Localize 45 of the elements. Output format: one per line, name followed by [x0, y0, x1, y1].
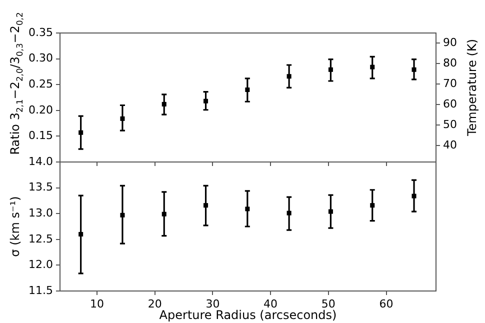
- y2-tick-label: 50: [443, 118, 457, 131]
- point: [370, 203, 375, 208]
- y2-tick-label: 90: [443, 36, 457, 50]
- x-axis-title: Aperture Radius (arcseconds): [159, 308, 337, 322]
- point: [204, 203, 208, 208]
- x-tick-label: 20: [148, 297, 162, 310]
- point: [120, 212, 125, 218]
- y2-axis-title: Temperature (K): [465, 38, 480, 138]
- y-tick-label: 12.5: [28, 232, 53, 246]
- y-axis-title: Ratio 32,1−22,0/30,3−20,2: [8, 12, 24, 155]
- y-tick-label: 0.15: [28, 129, 53, 142]
- x-tick-label: 40: [264, 297, 278, 310]
- point: [328, 67, 333, 72]
- y2-tick-label: 70: [443, 77, 457, 90]
- point: [370, 64, 375, 70]
- x-tick-label: 30: [206, 297, 220, 310]
- point: [245, 88, 250, 92]
- point: [78, 130, 84, 135]
- y-tick-label: 11.5: [28, 284, 53, 297]
- y-tick-label: 13.5: [28, 180, 53, 194]
- y2-tick-label: 80: [443, 56, 457, 70]
- x-tick-label: 50: [321, 297, 336, 310]
- point: [120, 116, 125, 121]
- point: [286, 210, 292, 216]
- point: [204, 98, 208, 104]
- y-tick-label: 13.0: [28, 206, 53, 220]
- y2-tick-label: 60: [443, 98, 457, 111]
- point: [286, 74, 292, 79]
- point: [162, 102, 166, 106]
- y-tick-label: 0.20: [28, 103, 53, 116]
- point: [245, 206, 250, 212]
- point: [78, 232, 84, 237]
- point: [328, 209, 333, 214]
- y-tick-label: 12.0: [28, 258, 53, 272]
- y-tick-label: 0.30: [28, 52, 53, 65]
- y-tick-label: 0.25: [28, 77, 53, 90]
- point: [412, 194, 416, 198]
- y-tick-label: 14.0: [28, 154, 53, 168]
- point: [412, 67, 416, 72]
- y2-tick-label: 40: [443, 138, 457, 152]
- y-axis-title: σ (km s⁻¹): [8, 196, 22, 257]
- x-tick-label: 10: [90, 297, 104, 310]
- point: [162, 212, 166, 216]
- x-tick-label: 60: [379, 297, 394, 310]
- y-tick-label: 0.35: [28, 26, 53, 39]
